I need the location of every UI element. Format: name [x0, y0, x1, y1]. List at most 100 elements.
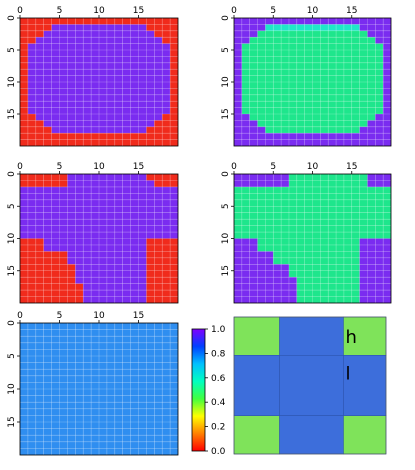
heatmap-cell [99, 193, 107, 200]
heatmap-cell [249, 238, 258, 245]
heatmap-cell [67, 94, 76, 102]
heatmap-cell [170, 342, 179, 350]
heatmap-cell [67, 30, 76, 38]
heatmap-cell [75, 264, 84, 271]
heatmap-cell [296, 30, 305, 38]
heatmap-cell [154, 62, 163, 70]
heatmap-cell [138, 349, 147, 357]
heatmap-cell [359, 193, 368, 200]
heatmap-cell [91, 199, 100, 207]
heatmap-cell [99, 94, 107, 102]
heatmap-cell [383, 139, 392, 147]
heatmap-cell [75, 251, 84, 258]
heatmap-cell [154, 107, 163, 115]
colorbar-tick-label: 0.2 [211, 423, 225, 433]
heatmap-cell [320, 114, 329, 121]
heatmap-cell [59, 82, 68, 89]
heatmap-cell [130, 448, 139, 456]
heatmap-cell [75, 37, 84, 44]
heatmap-cell [273, 133, 282, 140]
heatmap-cell [138, 362, 147, 370]
heatmap-cell [35, 75, 44, 83]
heatmap-cell [51, 270, 60, 278]
heatmap-cell [336, 69, 344, 76]
heatmap-cell [43, 283, 52, 291]
heatmap-cell [114, 94, 123, 102]
heatmap-cell [234, 94, 242, 102]
heatmap-cell [130, 212, 139, 220]
heatmap-cell [312, 107, 321, 115]
heatmap-cell [281, 139, 289, 147]
heatmap-cell [234, 82, 242, 89]
heatmap-cell [162, 356, 171, 363]
heatmap-cell [91, 56, 100, 63]
heatmap-cell [288, 225, 297, 233]
heatmap-cell [59, 238, 68, 245]
heatmap-cell [265, 43, 274, 51]
heatmap-cell [59, 69, 68, 76]
heatmap-cell [43, 43, 52, 51]
heatmap-cell [27, 62, 36, 70]
heatmap-cell [304, 296, 313, 304]
heatmap-cell [27, 283, 36, 291]
heatmap-cell [273, 257, 282, 265]
heatmap-cell [20, 120, 28, 127]
heatmap-cell [162, 336, 171, 343]
heatmap-cell [234, 257, 242, 265]
heatmap-cell [304, 133, 313, 140]
heatmap-cell [83, 270, 92, 278]
heatmap-cell [106, 362, 115, 370]
heatmap-cell [138, 402, 147, 409]
heatmap-cell [27, 139, 36, 147]
heatmap-cell [328, 257, 337, 265]
heatmap-cell [83, 186, 92, 194]
heatmap-cell [106, 56, 115, 63]
heatmap-cell [336, 50, 344, 57]
heatmap-cell [83, 225, 92, 233]
heatmap-cell [20, 186, 28, 194]
heatmap-cell [288, 30, 297, 38]
heatmap-cell [359, 257, 368, 265]
heatmap-cell [27, 114, 36, 121]
heatmap-cell [343, 101, 352, 108]
heatmap-cell [154, 50, 163, 57]
heatmap-cell [20, 88, 28, 95]
heatmap-cell [375, 270, 384, 278]
heatmap-cell [375, 283, 384, 291]
heatmap-cell [154, 382, 163, 390]
heatmap-cell [336, 283, 344, 291]
heatmap-cell [328, 126, 337, 134]
heatmap-cell [146, 448, 155, 456]
heatmap-cell [138, 82, 147, 89]
heatmap-cell [288, 257, 297, 265]
heatmap-cell [375, 219, 384, 226]
heatmap-cell [59, 199, 68, 207]
heatmap-cell [99, 212, 107, 220]
heatmap-cell [27, 180, 36, 187]
heatmap-cell [91, 69, 100, 76]
heatmap-cell [43, 362, 52, 370]
heatmap-cell [328, 107, 337, 115]
heatmap-cell [296, 206, 305, 213]
heatmap-cell [106, 329, 115, 337]
heatmap-cell [138, 101, 147, 108]
heatmap-cell [288, 277, 297, 284]
heatmap-cell [296, 82, 305, 89]
heatmap-cell [257, 88, 266, 95]
heatmap-cell [130, 415, 139, 423]
heatmap-cell [75, 329, 84, 337]
heatmap-cell [367, 62, 376, 70]
heatmap-cell [312, 50, 321, 57]
heatmap-cell [83, 382, 92, 390]
heatmap-cell [234, 114, 242, 121]
heatmap-cell [320, 290, 329, 297]
heatmap-cell [122, 232, 131, 239]
heatmap-cell [59, 323, 68, 330]
heatmap-cell [234, 69, 242, 76]
heatmap-cell [43, 206, 52, 213]
heatmap-cell [99, 349, 107, 357]
heatmap-cell [383, 37, 392, 44]
heatmap-cell [99, 395, 107, 403]
heatmap-cell [130, 43, 139, 51]
heatmap-cell [122, 43, 131, 51]
